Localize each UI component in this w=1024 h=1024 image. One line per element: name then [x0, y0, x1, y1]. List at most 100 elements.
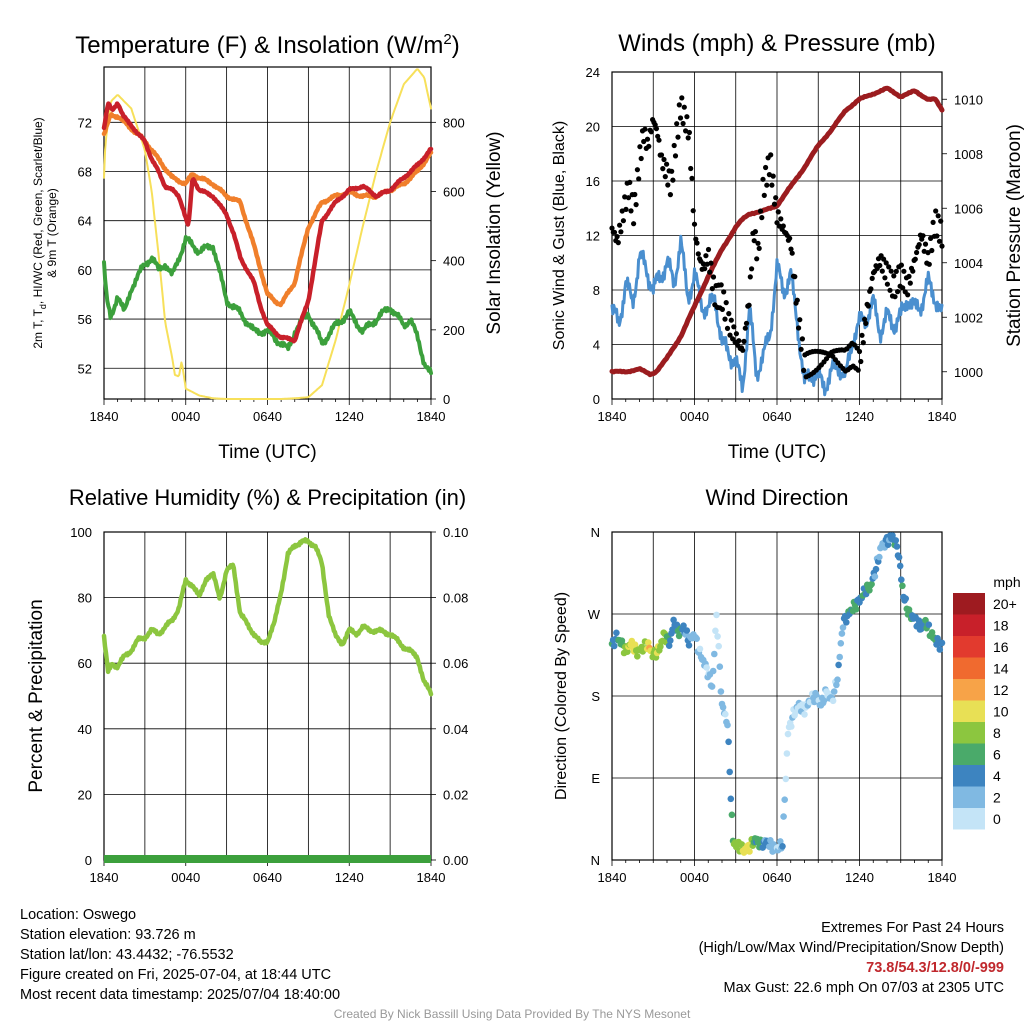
y-tick-label: 40 — [78, 722, 92, 737]
gust-point — [669, 168, 675, 174]
y-tick-label: 60 — [78, 263, 92, 278]
gust-point — [641, 138, 647, 145]
gust-point — [862, 316, 868, 322]
gust-point — [733, 331, 740, 337]
legend-swatch — [953, 593, 985, 615]
x-tick-label: 0040 — [680, 870, 709, 885]
y2-tick-label: 1010 — [954, 92, 983, 107]
gust-point — [901, 268, 907, 274]
y-tick-label: 100 — [70, 525, 92, 540]
x-tick-label: 1840 — [90, 870, 119, 885]
direction-point — [722, 710, 729, 718]
y2-tick-label: 1008 — [954, 147, 983, 162]
gust-point — [672, 153, 679, 159]
station-info: Location: Oswego Station elevation: 93.7… — [20, 905, 340, 1005]
y-tick-label: E — [591, 771, 600, 786]
gust-point — [877, 262, 883, 269]
x-tick-label: 0640 — [763, 870, 792, 885]
dewpoint-line — [102, 235, 433, 376]
data-timestamp: Most recent data timestamp: 2025/07/04 1… — [20, 987, 341, 1003]
direction-point — [780, 813, 787, 820]
gust-point — [618, 229, 624, 235]
gust-point — [886, 264, 892, 270]
y-tick-label: 4 — [593, 338, 600, 353]
gust-point — [759, 215, 765, 221]
direction-point — [685, 642, 693, 649]
x-tick-label: 1840 — [598, 409, 627, 424]
gust-point — [695, 251, 701, 257]
gust-point — [633, 202, 639, 208]
gust-point — [792, 274, 798, 280]
gust-point — [634, 167, 641, 173]
gust-point — [731, 324, 737, 330]
gust-point — [702, 266, 708, 272]
legend-swatch — [953, 657, 985, 679]
direction-point — [717, 688, 725, 695]
gust-point — [688, 165, 694, 172]
gust-point — [797, 317, 803, 323]
gust-point — [727, 332, 733, 338]
direction-point — [936, 646, 944, 653]
direction-point — [670, 616, 677, 624]
extremes-title: Extremes For Past 24 Hours — [821, 920, 1004, 936]
gust-point — [686, 129, 693, 136]
gust-point — [754, 256, 760, 262]
gust-point — [707, 269, 713, 275]
y2-tick-label: 1002 — [954, 310, 983, 325]
gust-point — [627, 179, 633, 185]
legend-swatch — [953, 786, 985, 808]
gust-point — [690, 208, 696, 214]
direction-point — [725, 738, 732, 746]
direction-points — [608, 532, 946, 856]
x-axis-label-1: Time (UTC) — [218, 442, 317, 463]
gust-point — [770, 173, 776, 179]
gust-point — [710, 274, 717, 280]
extremes-description: (High/Low/Max Wind/Precipitation/Snow De… — [698, 940, 1004, 956]
gust-point — [929, 247, 935, 254]
gust-point — [681, 104, 687, 110]
x-tick-label: 1240 — [335, 870, 364, 885]
gust-point — [721, 289, 727, 295]
direction-point — [928, 629, 936, 636]
gust-point — [709, 286, 715, 292]
y-tick-label: N — [591, 525, 600, 540]
gust-point — [895, 289, 901, 295]
y-tick-label: 64 — [78, 214, 92, 229]
direction-point — [716, 663, 724, 670]
direction-point — [783, 750, 791, 757]
gust-point — [614, 234, 620, 240]
gust-point — [667, 192, 674, 198]
gust-point — [881, 256, 887, 262]
direction-point — [683, 627, 691, 634]
y2-tick-label: 0.06 — [443, 656, 468, 671]
legend-swatch — [953, 765, 985, 787]
gust-point — [883, 260, 889, 266]
gust-point — [879, 268, 885, 274]
gust-point — [693, 236, 699, 242]
gust-point — [684, 114, 690, 120]
legend-label: 4 — [993, 768, 1001, 784]
gust-point — [625, 195, 632, 201]
direction-point — [938, 639, 946, 647]
direction-point — [893, 543, 901, 550]
gust-point — [798, 346, 804, 352]
gust-point — [705, 246, 712, 253]
direction-point — [645, 639, 652, 646]
gust-point — [778, 216, 784, 222]
gust-point — [905, 292, 911, 298]
y-tick-label: 56 — [78, 312, 92, 327]
x-tick-label: 1840 — [928, 409, 957, 424]
direction-point — [667, 637, 674, 644]
gust-point — [662, 174, 668, 180]
direction-point — [852, 606, 860, 613]
chart-title-3: Relative Humidity (%) & Precipitation (i… — [69, 485, 466, 510]
direction-point — [902, 595, 909, 602]
gust-point — [771, 201, 778, 207]
insolation-line — [103, 68, 432, 400]
gust-point — [916, 242, 922, 248]
gust-point — [726, 311, 732, 317]
chart-title-2: Winds (mph) & Pressure (mb) — [618, 30, 935, 57]
x-tick-label: 0040 — [171, 409, 200, 424]
chart-title-4: Wind Direction — [705, 485, 848, 510]
gust-point — [708, 260, 714, 266]
